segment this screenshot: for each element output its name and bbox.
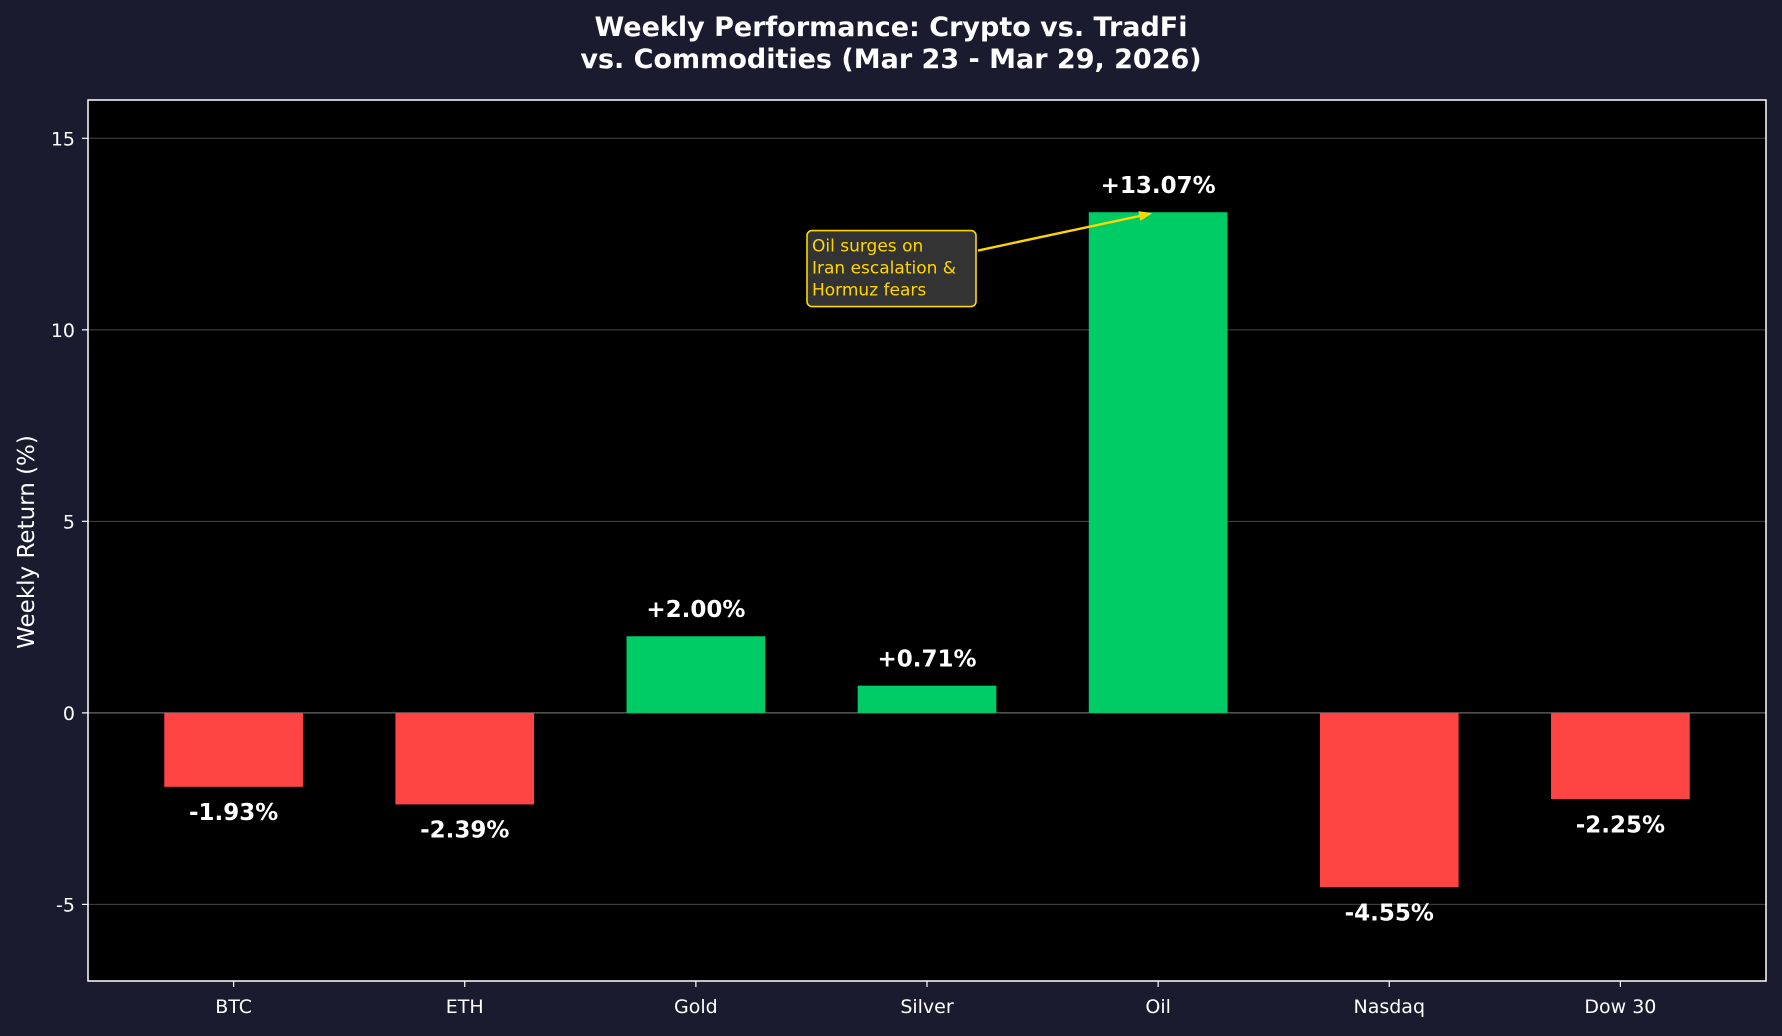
value-label: +13.07% bbox=[1101, 173, 1216, 199]
annotation-text: Iran escalation & bbox=[812, 259, 956, 279]
bars bbox=[164, 212, 1690, 888]
value-label: -2.25% bbox=[1576, 812, 1665, 838]
chart-title-line-2: vs. Commodities (Mar 23 - Mar 29, 2026) bbox=[580, 44, 1201, 75]
y-tick-label: 5 bbox=[63, 511, 75, 533]
annotation-text: Oil surges on bbox=[812, 237, 923, 257]
y-axis-ticks: -5 0 5 10 15 bbox=[51, 128, 88, 916]
x-tick-label: Silver bbox=[900, 996, 954, 1018]
x-tick-label: Nasdaq bbox=[1353, 996, 1425, 1018]
x-tick-label: ETH bbox=[446, 996, 484, 1018]
y-tick-label: -5 bbox=[56, 894, 75, 916]
chart-title-line-1: Weekly Performance: Crypto vs. TradFi bbox=[594, 12, 1187, 43]
value-labels: -1.93% -2.39% +2.00% +0.71% +13.07% -4.55% -2.… bbox=[189, 173, 1665, 927]
y-tick-label: 15 bbox=[51, 128, 75, 150]
x-tick-label: BTC bbox=[215, 996, 252, 1018]
y-tick-label: 10 bbox=[51, 320, 75, 342]
bar-silver bbox=[857, 685, 997, 713]
value-label: +0.71% bbox=[877, 646, 976, 672]
x-axis-ticks: BTC ETH Gold Silver Oil Nasdaq Dow 30 bbox=[215, 981, 1656, 1018]
annotation-arrow-head bbox=[1138, 211, 1153, 221]
bar-dow-30 bbox=[1551, 712, 1690, 800]
x-tick-label: Dow 30 bbox=[1584, 996, 1656, 1018]
annotation-arrow-line bbox=[977, 212, 1151, 252]
y-tick-label: 0 bbox=[63, 703, 75, 725]
y-axis-label: Weekly Return (%) bbox=[14, 435, 40, 649]
bar-nasdaq bbox=[1319, 712, 1459, 888]
annotation-box bbox=[806, 229, 977, 308]
bar-oil bbox=[1088, 212, 1228, 713]
value-label: -4.55% bbox=[1345, 900, 1434, 926]
bar-gold bbox=[626, 636, 766, 713]
value-label: -2.39% bbox=[420, 818, 509, 844]
value-label: -1.93% bbox=[189, 800, 278, 826]
value-label: +2.00% bbox=[646, 597, 745, 623]
bar-btc bbox=[164, 712, 303, 787]
x-tick-label: Gold bbox=[674, 996, 718, 1018]
x-tick-label: Oil bbox=[1145, 996, 1171, 1018]
annotation-text: Hormuz fears bbox=[812, 281, 926, 301]
bar-eth bbox=[395, 712, 535, 805]
